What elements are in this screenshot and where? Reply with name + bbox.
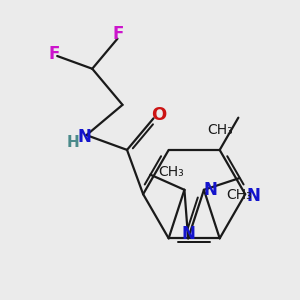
Text: F: F [113,25,124,43]
Text: N: N [181,225,195,243]
Text: N: N [77,128,92,146]
Text: CH₃: CH₃ [208,123,233,136]
Text: O: O [151,106,166,124]
Text: CH₃: CH₃ [226,188,252,202]
Text: N: N [246,187,260,205]
Text: F: F [49,45,60,63]
Text: N: N [204,181,218,199]
Text: CH₃: CH₃ [158,165,184,179]
Text: H: H [66,136,79,151]
